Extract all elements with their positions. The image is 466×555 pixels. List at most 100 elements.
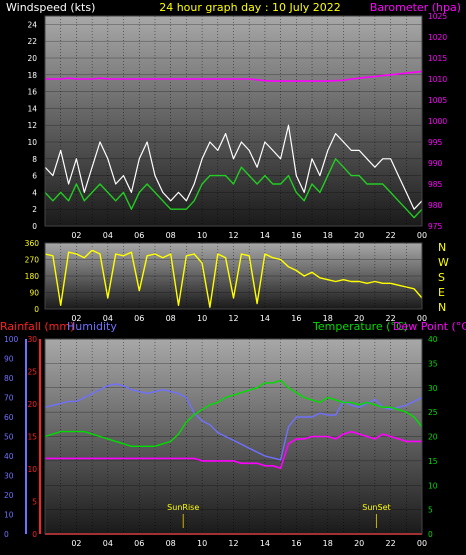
wind-y-tick: 22	[27, 37, 37, 46]
dewpoint-y-label: Dew Point (°C)	[393, 320, 466, 333]
average-windspeed-series-line	[44, 158, 423, 219]
wind-y-tick: 14	[27, 104, 37, 113]
x-tick-label: 22	[385, 539, 395, 548]
temperature-y-tick: 35	[428, 359, 438, 368]
x-tick-label: 12	[228, 231, 238, 240]
rainfall-y-label: Rainfall (mm)	[0, 320, 74, 333]
x-tick-label: 00	[417, 314, 427, 323]
x-tick-label: 06	[134, 539, 144, 548]
wind-y-label: Windspeed (kts)	[6, 1, 95, 14]
barometer-y-tick: 1005	[428, 96, 447, 105]
wind-y-tick: 24	[27, 20, 37, 29]
humidity-y-tick: 50	[4, 433, 14, 442]
rainfall-y-tick: 5	[32, 498, 37, 507]
x-tick-label: 16	[291, 314, 301, 323]
sun-marker-label: SunSet	[362, 503, 390, 512]
x-tick-label: 06	[134, 314, 144, 323]
wind-y-tick: 4	[32, 188, 37, 197]
wind-y-tick: 18	[27, 71, 37, 80]
x-tick-label: 08	[166, 314, 176, 323]
x-tick-label: 10	[197, 231, 207, 240]
temperature-y-tick: 40	[428, 335, 438, 344]
temperature-y-tick: 15	[428, 457, 438, 466]
humidity-y-tick: 40	[4, 452, 14, 461]
direction-y-tick: 360	[25, 239, 40, 248]
x-tick-label: 14	[260, 539, 270, 548]
x-tick-label: 02	[71, 539, 81, 548]
humidity-y-tick: 80	[4, 374, 14, 383]
barometer-y-label: Barometer (hpa)	[370, 1, 461, 14]
humidity-y-tick: 100	[4, 335, 19, 344]
x-tick-label: 20	[354, 231, 364, 240]
x-tick-label: 04	[103, 314, 113, 323]
humidity-y-tick: 70	[4, 394, 14, 403]
rainfall-y-tick: 10	[27, 465, 37, 474]
x-tick-label: 16	[291, 231, 301, 240]
x-tick-label: 20	[354, 314, 364, 323]
x-tick-label: 00	[417, 539, 427, 548]
humidity-y-tick: 60	[4, 413, 14, 422]
barometer-y-tick: 975	[428, 222, 443, 231]
x-tick-label: 14	[260, 314, 270, 323]
wind-y-tick: 6	[32, 172, 37, 181]
humidity-y-tick: 10	[4, 511, 14, 520]
direction-y-tick: 270	[25, 256, 40, 265]
x-tick-label: 10	[197, 314, 207, 323]
x-tick-label: 22	[385, 314, 395, 323]
direction-y-tick: 90	[29, 289, 39, 298]
x-tick-label: 08	[166, 231, 176, 240]
x-tick-label: 18	[323, 314, 333, 323]
x-tick-label: 04	[103, 539, 113, 548]
temperature-y-tick: 30	[428, 384, 438, 393]
x-tick-label: 22	[385, 231, 395, 240]
barometer-y-tick: 1015	[428, 54, 447, 63]
barometer-y-tick: 1010	[428, 75, 447, 84]
temperature-panel-frame	[44, 338, 423, 535]
x-tick-label: 02	[71, 314, 81, 323]
wind-panel-frame	[44, 15, 423, 227]
chart-title: 24 hour graph day : 10 July 2022	[159, 1, 341, 14]
rainfall-y-tick: 30	[27, 335, 37, 344]
x-tick-label: 04	[103, 231, 113, 240]
barometer-y-tick: 1025	[428, 12, 447, 21]
x-tick-label: 02	[71, 231, 81, 240]
compass-label: S	[438, 271, 445, 284]
x-tick-label: 10	[197, 539, 207, 548]
barometer-y-tick: 990	[428, 159, 443, 168]
wind-y-tick: 12	[27, 121, 37, 130]
barometer-series-line	[45, 70, 423, 82]
x-tick-label: 08	[166, 539, 176, 548]
temperature-y-tick: 20	[428, 433, 438, 442]
x-tick-label: 20	[354, 539, 364, 548]
rainfall-y-tick: 0	[32, 530, 37, 539]
dewpoint-series-line	[45, 430, 422, 470]
wind-y-tick: 0	[32, 222, 37, 231]
wind-y-tick: 16	[27, 88, 37, 97]
sun-marker-label: SunRise	[167, 503, 199, 512]
compass-label: E	[438, 286, 445, 299]
windspeed-series-line	[44, 124, 423, 210]
wind-y-tick: 20	[27, 54, 37, 63]
temperature-y-tick: 25	[428, 408, 438, 417]
barometer-y-tick: 995	[428, 138, 443, 147]
barometer-y-tick: 1000	[428, 117, 447, 126]
x-tick-label: 16	[291, 539, 301, 548]
humidity-y-tick: 30	[4, 472, 14, 481]
temperature-y-tick: 10	[428, 481, 438, 490]
barometer-y-tick: 985	[428, 180, 443, 189]
compass-label: N	[438, 301, 446, 314]
compass-label: N	[438, 241, 446, 254]
x-tick-label: 18	[323, 539, 333, 548]
x-tick-label: 12	[228, 314, 238, 323]
direction-y-tick: 180	[25, 272, 40, 281]
humidity-y-tick: 20	[4, 491, 14, 500]
temperature-y-tick: 5	[428, 506, 433, 515]
direction-y-tick: 0	[34, 305, 39, 314]
wind-y-tick: 8	[32, 155, 37, 164]
x-tick-label: 00	[417, 231, 427, 240]
temperature-y-tick: 0	[428, 530, 433, 539]
